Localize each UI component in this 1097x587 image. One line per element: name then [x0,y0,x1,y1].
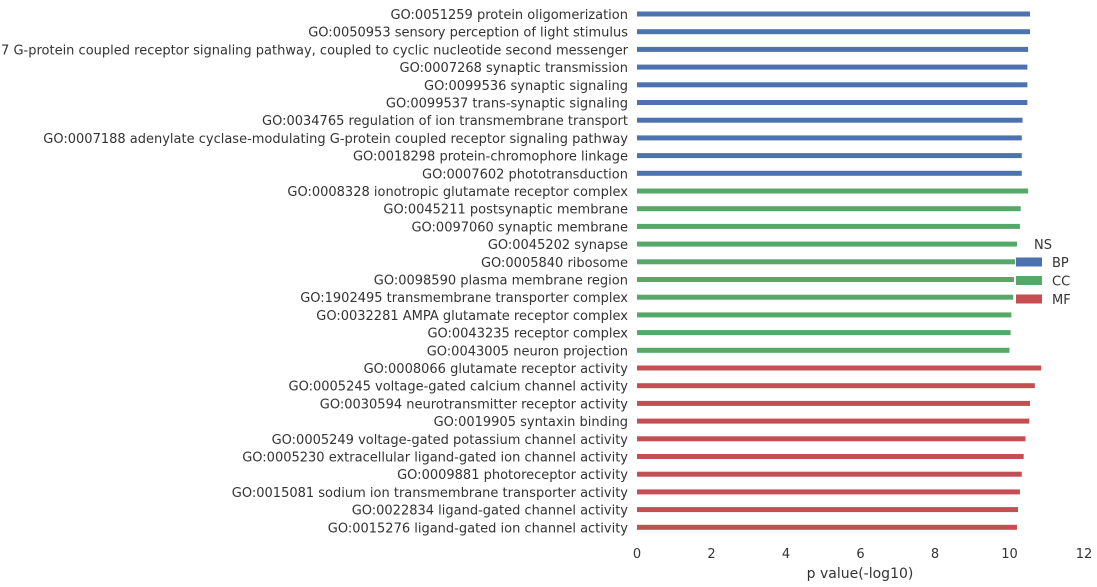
bar-cc [637,223,1020,229]
bar-bp [637,170,1022,176]
category-label: GO:1902495 transmembrane transporter com… [300,291,628,306]
x-tick-label: 8 [931,547,939,562]
category-label: GO:0030594 neurotransmitter receptor act… [320,397,629,412]
bar-mf [637,507,1019,513]
bar-bp [637,11,1030,17]
category-labels-group: GO:0051259 protein oligomerization GO:005… [0,8,629,536]
bars-group [637,11,1042,530]
bar-cc [637,206,1021,212]
bar-mf [637,400,1030,406]
bar-mf [637,524,1017,530]
bar-cc [637,188,1029,194]
category-label: GO:0050953 sensory perception of light s… [308,26,628,41]
x-tick-label: 0 [633,547,641,562]
category-label: GO:0005249 voltage-gated potassium chann… [272,433,629,448]
bar-bp [637,153,1022,159]
category-label: GO:0019905 syntaxin binding [434,415,628,430]
bar-bp [637,46,1029,52]
legend-label-mf: MF [1052,293,1071,308]
category-label: GO:0007187 G-protein coupled receptor si… [0,43,629,58]
bar-mf [637,489,1020,495]
category-label: GO:0005245 voltage-gated calcium channel… [289,380,629,395]
category-label: GO:0097060 synaptic membrane [411,220,628,235]
bar-cc [637,259,1016,265]
bar-cc [637,347,1010,353]
bar-mf [637,436,1026,442]
category-label: GO:0045211 postsynaptic membrane [383,203,628,218]
category-label: GO:0099537 trans-synaptic signaling [386,97,628,112]
bar-cc [637,294,1014,300]
category-label: GO:0045202 synapse [488,238,628,253]
category-label: GO:0034765 regulation of ion transmembra… [262,114,628,129]
legend-swatch-cc [1016,276,1042,285]
category-label: GO:0043005 neuron projection [427,344,628,359]
legend-swatch-bp [1016,257,1042,267]
category-label: GO:0005840 ribosome [481,256,628,271]
bar-bp [637,82,1028,88]
category-label: GO:0022834 ligand-gated channel activity [352,504,629,519]
x-tick-label: 4 [782,547,790,562]
category-label: GO:0007268 synaptic transmission [400,61,628,76]
x-axis-ticks-group: 0 2 4 6 8 10 12 [633,547,1092,562]
legend-label-bp: BP [1052,256,1069,271]
category-label: GO:0018298 protein-chromophore linkage [353,150,628,165]
bar-bp [637,64,1028,70]
bar-mf [637,454,1024,459]
bar-cc [637,312,1012,318]
category-label: GO:0099536 synaptic signaling [424,79,628,94]
bar-bp [637,117,1023,123]
bar-cc [637,277,1014,282]
x-tick-label: 6 [856,547,864,562]
bar-bp [637,29,1030,35]
legend: NS BP CC MF [1016,238,1071,308]
bar-mf [637,365,1042,371]
legend-title: NS [1034,238,1052,253]
bar-mf [637,418,1030,424]
bar-cc [637,330,1011,336]
category-label: GO:0008328 ionotropic glutamate receptor… [287,185,628,200]
bar-cc [637,241,1017,247]
category-label: GO:0043235 receptor complex [427,327,628,342]
bar-bp [637,135,1022,141]
legend-swatch-mf [1016,294,1042,304]
bar-mf [637,383,1035,389]
category-label: GO:0015081 sodium ion transmembrane tran… [232,486,628,501]
bar-bp [637,100,1028,105]
category-label: GO:0008066 glutamate receptor activity [364,362,629,377]
category-label: GO:0051259 protein oligomerization [390,8,628,23]
category-label: GO:0007188 adenylate cyclase-modulating … [43,132,628,147]
category-label: GO:0098590 plasma membrane region [374,274,628,289]
x-tick-label: 2 [707,547,715,562]
category-label: GO:0005230 extracellular ligand-gated io… [242,451,628,466]
x-axis-title: p value(-log10) [807,566,914,582]
bar-mf [637,471,1022,477]
legend-label-cc: CC [1052,275,1070,290]
x-tick-label: 10 [1001,547,1018,562]
category-label: GO:0007602 phototransduction [422,167,628,182]
category-label: GO:0009881 photoreceptor activity [397,468,628,483]
x-tick-label: 12 [1076,547,1093,562]
category-label: GO:0032281 AMPA glutamate receptor compl… [316,309,628,324]
category-label: GO:0015276 ligand-gated ion channel acti… [328,521,629,536]
